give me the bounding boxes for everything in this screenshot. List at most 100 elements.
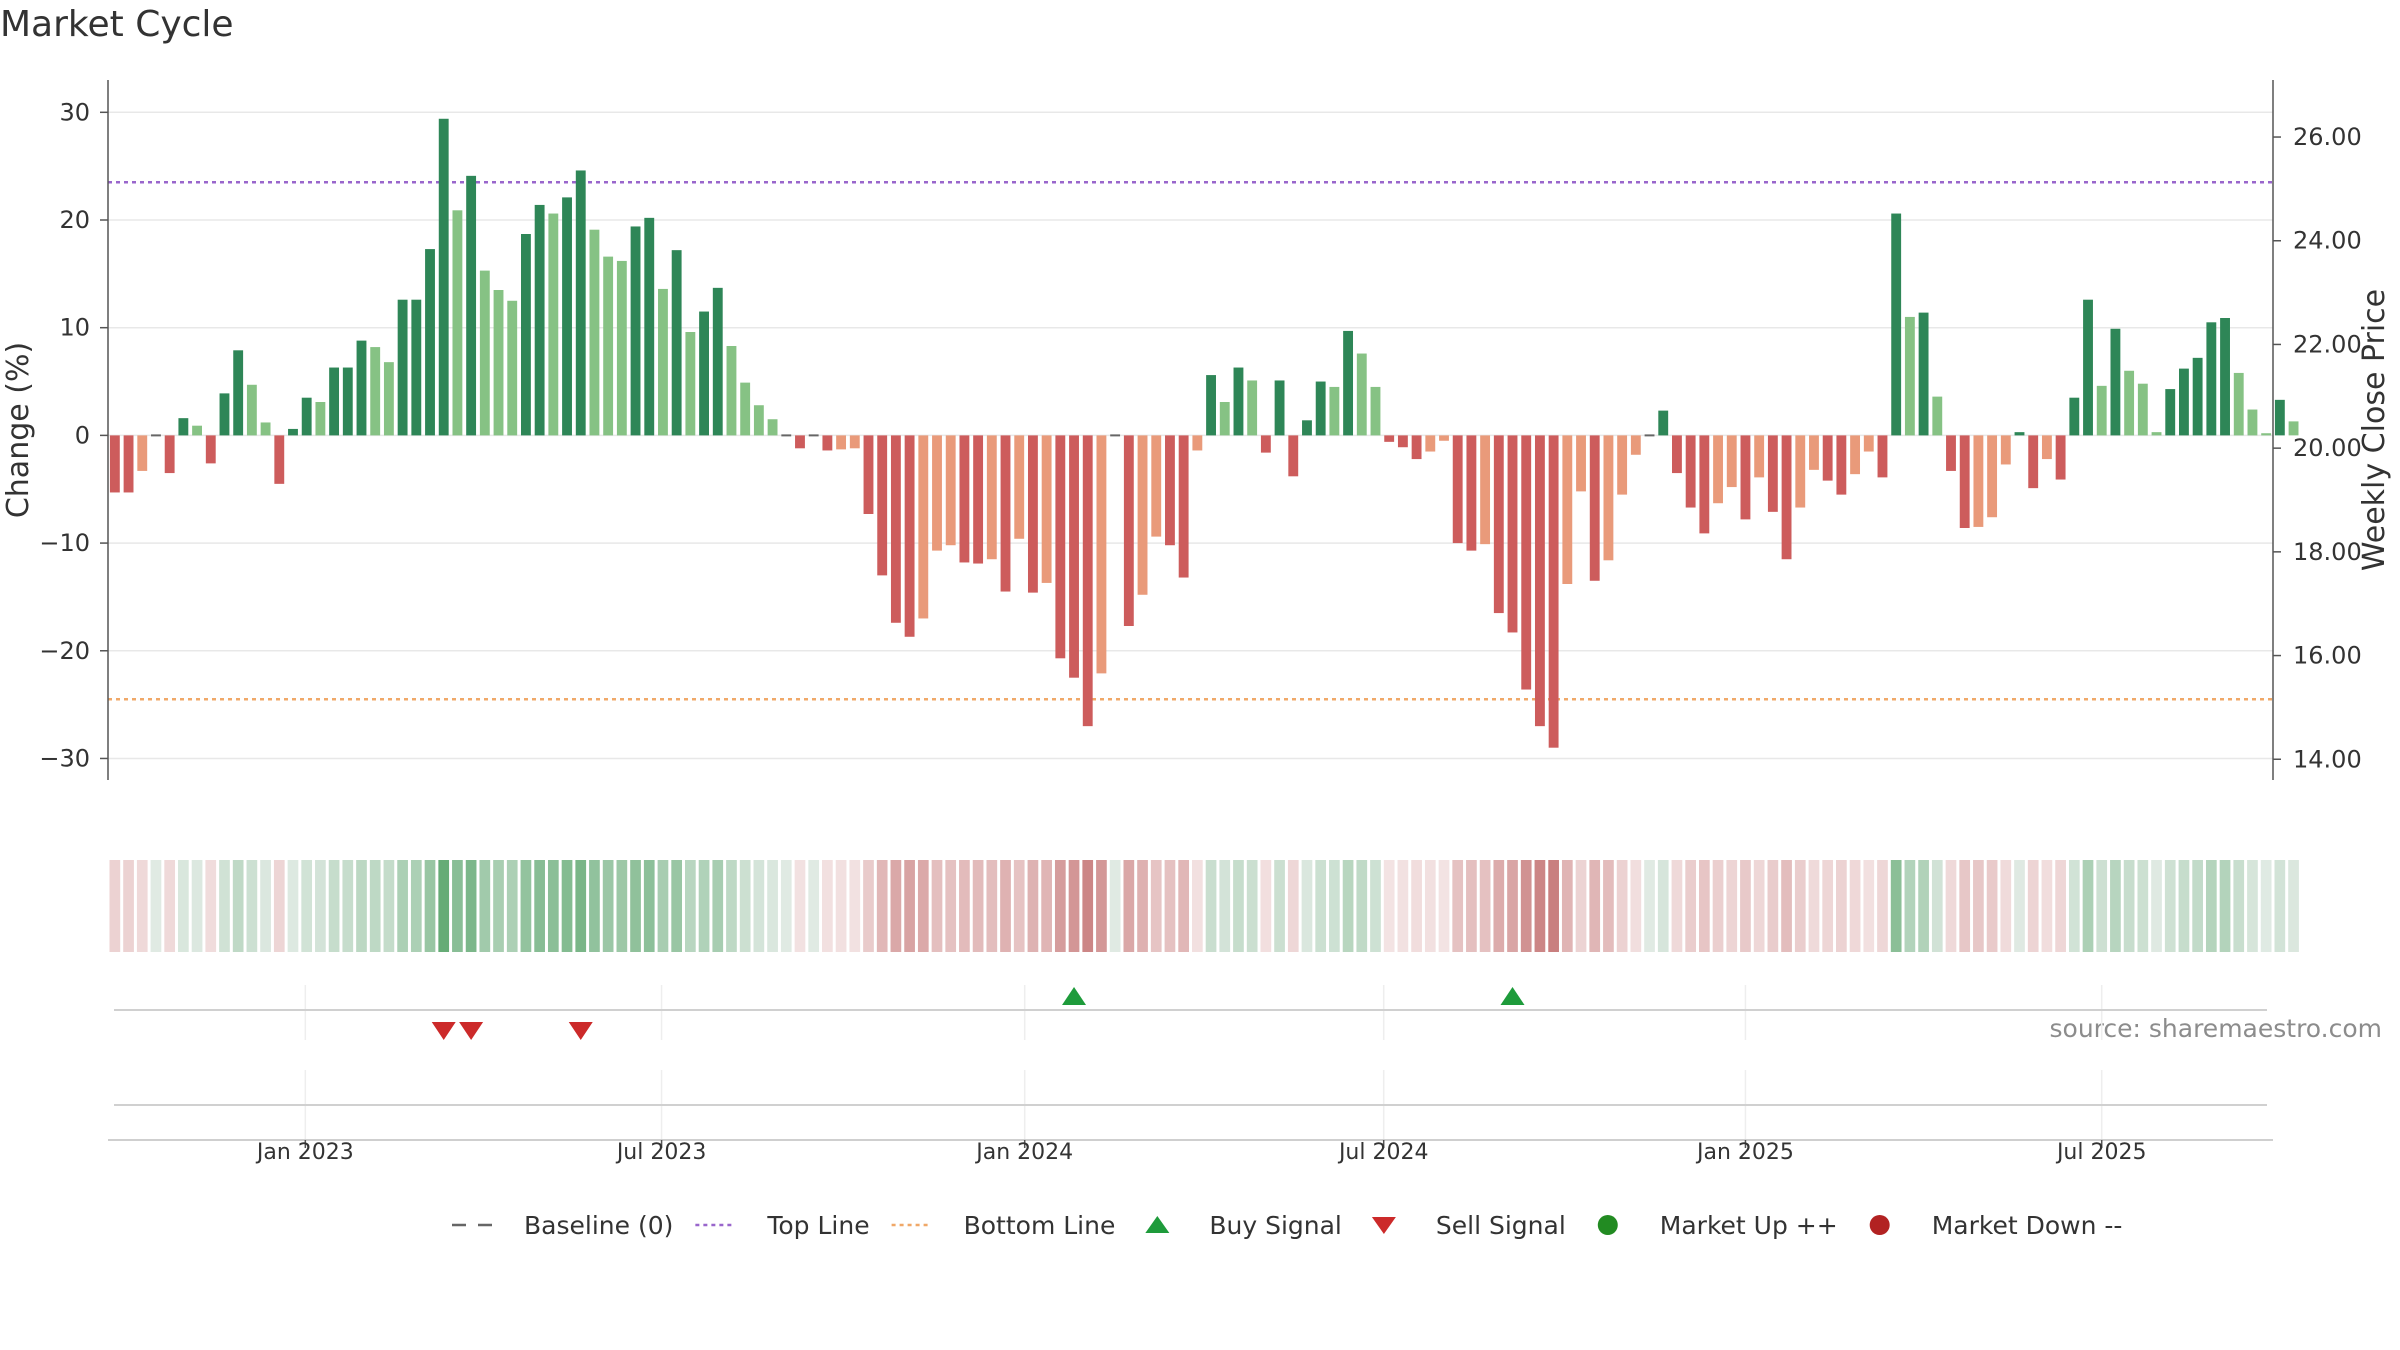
legend-item: Buy Signal bbox=[1145, 1211, 1342, 1240]
heat-cell bbox=[643, 860, 655, 952]
bar bbox=[1192, 435, 1203, 451]
heat-cell bbox=[2233, 860, 2245, 952]
heat-cell bbox=[712, 860, 724, 952]
bar bbox=[1507, 435, 1518, 633]
sell-signal-marker bbox=[459, 1022, 484, 1040]
bar bbox=[1370, 386, 1381, 436]
bar bbox=[1397, 435, 1408, 448]
heat-cell bbox=[1370, 860, 1381, 952]
bar bbox=[2069, 397, 2080, 436]
bar bbox=[2124, 370, 2135, 436]
bar bbox=[1219, 402, 1230, 436]
heat-cell bbox=[273, 860, 285, 952]
heat-cell bbox=[1000, 860, 1011, 952]
heat-cell bbox=[2027, 860, 2039, 952]
bar bbox=[493, 290, 504, 436]
bar bbox=[1863, 435, 1874, 452]
bar bbox=[1740, 435, 1751, 520]
bar bbox=[767, 419, 778, 436]
heat-cell bbox=[1877, 860, 1888, 952]
bar bbox=[630, 226, 641, 436]
heat-cell bbox=[1411, 860, 1422, 952]
heat-cell bbox=[917, 860, 929, 952]
heat-cell bbox=[1150, 860, 1162, 952]
heat-cell bbox=[1603, 860, 1614, 952]
x-tick-label: Jul 2023 bbox=[615, 1140, 707, 1165]
heat-cell bbox=[863, 860, 874, 952]
bar bbox=[520, 234, 531, 436]
heat-cell bbox=[1493, 860, 1505, 952]
legend-label: Buy Signal bbox=[1209, 1211, 1342, 1240]
y2-tick-label: 20.00 bbox=[2293, 434, 2362, 462]
bar bbox=[397, 299, 408, 436]
heat-cell bbox=[1397, 860, 1409, 952]
bar bbox=[1754, 435, 1765, 478]
heat-cell bbox=[1438, 860, 1450, 952]
bar bbox=[644, 217, 655, 436]
heat-cell bbox=[232, 860, 244, 952]
heat-cell bbox=[1849, 860, 1861, 952]
bar bbox=[1836, 435, 1847, 495]
heat-cell bbox=[2288, 860, 2299, 952]
bar bbox=[1699, 435, 1710, 534]
heat-cell bbox=[424, 860, 436, 952]
bar bbox=[658, 288, 668, 436]
bar bbox=[178, 418, 189, 436]
heat-cell bbox=[630, 860, 641, 952]
legend-item: Bottom Line bbox=[891, 1211, 1115, 1240]
heat-cell bbox=[534, 860, 545, 952]
heat-cell bbox=[1781, 860, 1792, 952]
legend-item: Sell Signal bbox=[1371, 1211, 1566, 1240]
legend-swatch-circle bbox=[1597, 1215, 1618, 1235]
bar bbox=[1247, 380, 1258, 436]
bar bbox=[548, 213, 559, 436]
legend-item: Market Up ++ bbox=[1597, 1211, 1838, 1240]
heat-cell bbox=[1671, 860, 1683, 952]
bar bbox=[260, 422, 271, 436]
bar bbox=[425, 249, 435, 436]
signal-panel bbox=[114, 985, 2267, 1040]
heat-cell bbox=[1315, 860, 1327, 952]
bar bbox=[575, 170, 586, 436]
heat-cell bbox=[1534, 860, 1546, 952]
bar bbox=[1082, 435, 1093, 727]
heat-cell bbox=[1959, 860, 1971, 952]
heat-cell bbox=[561, 860, 573, 952]
bar bbox=[2151, 432, 2162, 436]
bar bbox=[2220, 318, 2230, 436]
heat-cell bbox=[1698, 860, 1710, 952]
bar bbox=[1014, 435, 1025, 539]
heat-cell bbox=[1753, 860, 1765, 952]
heat-cell bbox=[1452, 860, 1464, 952]
heat-cell bbox=[383, 860, 395, 952]
legend-label: Top Line bbox=[766, 1211, 869, 1240]
heat-cell bbox=[1945, 860, 1957, 952]
legend-label: Market Up ++ bbox=[1660, 1211, 1838, 1240]
bar bbox=[1589, 435, 1600, 581]
y2-tick-label: 24.00 bbox=[2293, 227, 2362, 255]
bar bbox=[1411, 435, 1422, 460]
heat-cell bbox=[1096, 860, 1107, 952]
bar bbox=[836, 435, 847, 450]
legend-label: Baseline (0) bbox=[524, 1211, 673, 1240]
legend-swatch-buy bbox=[1145, 1216, 1170, 1233]
heat-cell bbox=[150, 860, 162, 952]
heat-cell bbox=[739, 860, 751, 952]
heat-cell bbox=[1329, 860, 1340, 952]
bar bbox=[1206, 375, 1216, 436]
bar bbox=[849, 435, 860, 449]
bar bbox=[1781, 435, 1792, 560]
heat-cell bbox=[287, 860, 299, 952]
heat-cell bbox=[972, 860, 984, 952]
bar bbox=[2261, 433, 2272, 436]
heat-cell bbox=[2178, 860, 2190, 952]
bar bbox=[2000, 435, 2011, 465]
bar bbox=[1466, 435, 1477, 551]
bar bbox=[1617, 435, 1628, 495]
bar bbox=[1055, 435, 1066, 659]
heat-cell bbox=[1013, 860, 1025, 952]
bar bbox=[233, 350, 244, 436]
bar bbox=[1069, 435, 1079, 678]
heat-cell bbox=[452, 860, 463, 952]
heat-cell bbox=[123, 860, 134, 952]
